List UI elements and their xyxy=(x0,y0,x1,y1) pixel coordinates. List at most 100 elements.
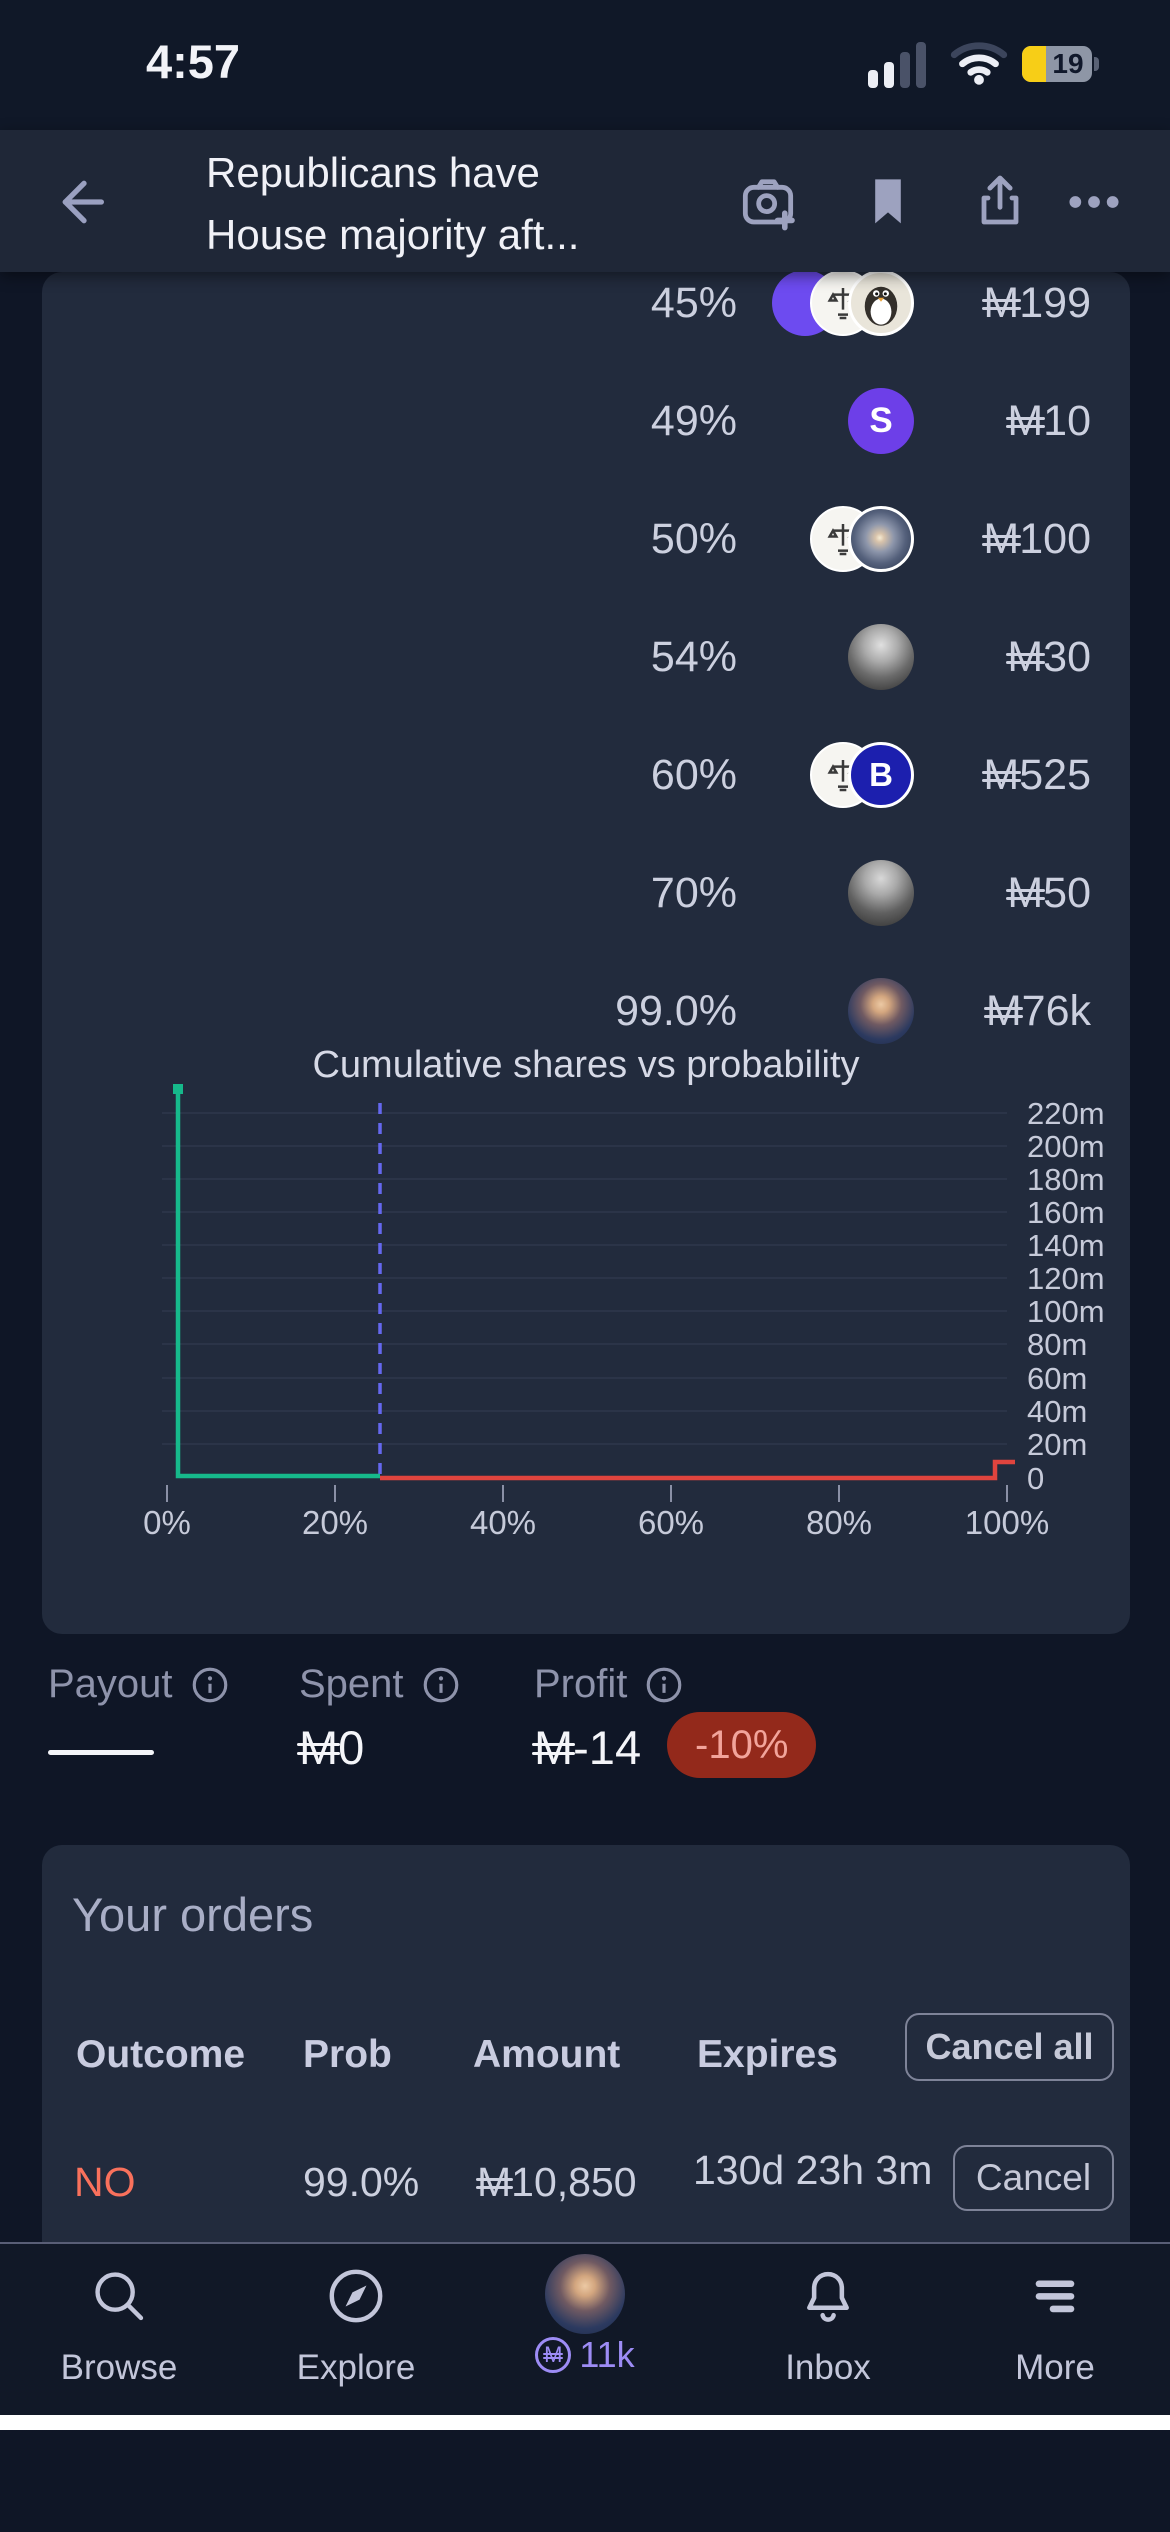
svg-text:140m: 140m xyxy=(1027,1228,1105,1263)
battery-cap xyxy=(1094,57,1099,71)
nav-explore[interactable]: Explore xyxy=(246,2244,466,2388)
order-amount: M10,850 xyxy=(475,2159,637,2205)
menu-bars-icon xyxy=(1035,2280,1075,2313)
svg-text:60%: 60% xyxy=(638,1504,704,1538)
your-orders-card: Your orders Outcome Prob Amount Expires … xyxy=(42,1845,1130,2242)
orderbook-row[interactable]: 70% M50 xyxy=(42,834,1130,952)
orderbook-row[interactable]: 49% S M10 xyxy=(42,362,1130,480)
svg-text:0: 0 xyxy=(1027,1461,1044,1496)
clock: 4:57 xyxy=(145,35,241,88)
nav-more[interactable]: More xyxy=(945,2244,1165,2388)
svg-text:100m: 100m xyxy=(1027,1294,1105,1329)
bottom-nav: Browse Explore M 11k Inbox More xyxy=(0,2242,1170,2415)
y-axis-labels: 220m 200m 180m 160m 140m 120m 100m 80m 6… xyxy=(1027,1096,1105,1496)
order-prob: 99.0% xyxy=(303,2159,420,2205)
market-card: 45% M199 49% S M10 xyxy=(42,272,1130,1634)
svg-text:100%: 100% xyxy=(965,1504,1049,1538)
payout-label: Payout xyxy=(48,1662,231,1707)
order-amount: M76k xyxy=(984,986,1091,1035)
back-icon[interactable] xyxy=(48,170,112,234)
orderbook-row[interactable]: 54% M30 xyxy=(42,598,1130,716)
svg-text:60m: 60m xyxy=(1027,1361,1087,1396)
mana-balance: M 11k xyxy=(475,2334,695,2376)
profit-label: Profit xyxy=(534,1662,685,1707)
mana-symbol: M xyxy=(1005,632,1045,681)
market-title: Republicans have House majority aft... xyxy=(206,149,580,258)
profit-percent-badge: -10% xyxy=(667,1712,817,1778)
order-avatars: B xyxy=(737,742,914,808)
orderbook-row[interactable]: 50% M100 xyxy=(42,480,1130,598)
order-expires: 130d 23h 3m xyxy=(693,2147,933,2193)
mana-symbol: M xyxy=(1005,868,1045,917)
avatar-grayscale-painter[interactable] xyxy=(848,624,914,690)
order-amount: M30 xyxy=(1005,632,1091,681)
svg-text:20m: 20m xyxy=(1027,1427,1087,1462)
order-amount: M50 xyxy=(1005,868,1091,917)
share-icon[interactable] xyxy=(968,170,1032,234)
battery-fill xyxy=(1022,46,1046,82)
order-avatars: S xyxy=(737,388,914,454)
yes-line-cap xyxy=(173,1084,183,1094)
add-photo-icon[interactable] xyxy=(736,170,800,234)
svg-text:120m: 120m xyxy=(1027,1261,1105,1296)
search-icon xyxy=(95,2272,144,2321)
mana-symbol: M xyxy=(982,750,1021,799)
mana-symbol: M xyxy=(984,986,1023,1035)
order-avatars xyxy=(737,624,914,690)
order-outcome: NO xyxy=(74,2159,136,2205)
nav-inbox[interactable]: Inbox xyxy=(718,2244,938,2388)
profit-value: M-14 xyxy=(532,1721,642,1774)
cancel-all-button[interactable]: Cancel all xyxy=(905,2013,1114,2081)
svg-text:80m: 80m xyxy=(1027,1327,1087,1362)
bookmark-icon[interactable] xyxy=(856,170,920,234)
col-amount: Amount xyxy=(473,2033,621,2076)
cellular-signal-icon xyxy=(868,42,926,88)
order-amount: M199 xyxy=(982,278,1091,327)
profile-avatar xyxy=(545,2254,625,2334)
svg-text:160m: 160m xyxy=(1027,1195,1105,1230)
avatar-initial-b[interactable]: B xyxy=(848,742,914,808)
avatar-galaxy[interactable] xyxy=(848,506,914,572)
svg-text:40%: 40% xyxy=(470,1504,536,1538)
battery-icon: 19 xyxy=(1022,46,1099,82)
gridlines xyxy=(162,1112,1007,1445)
order-avatars xyxy=(737,978,914,1044)
cumulative-shares-chart: 220m 200m 180m 160m 140m 120m 100m 80m 6… xyxy=(143,1084,1105,1538)
info-icon[interactable] xyxy=(643,1664,685,1706)
bell-icon xyxy=(807,2271,849,2322)
avatar-penguin[interactable] xyxy=(848,272,914,336)
info-icon[interactable] xyxy=(189,1664,231,1706)
svg-text:180m: 180m xyxy=(1027,1162,1105,1197)
cancel-order-button[interactable]: Cancel xyxy=(953,2145,1114,2211)
yes-shares-line xyxy=(175,1089,380,1479)
avatar-powell-photo[interactable] xyxy=(848,978,914,1044)
nav-profile[interactable]: M 11k xyxy=(475,2244,695,2376)
no-shares-line xyxy=(380,1459,1015,1481)
chart-title: Cumulative shares vs probability xyxy=(312,1044,860,1086)
avatar-initial-s[interactable]: S xyxy=(848,388,914,454)
svg-text:0%: 0% xyxy=(143,1504,191,1538)
order-probability: 49% xyxy=(650,396,737,445)
mana-coin-icon: M xyxy=(535,2337,572,2373)
svg-text:20%: 20% xyxy=(302,1504,368,1538)
orderbook-row[interactable]: 60% B M525 xyxy=(42,716,1130,834)
order-probability: 50% xyxy=(650,514,737,563)
orderbook-row[interactable]: 99.0% M76k xyxy=(42,952,1130,1070)
mana-symbol: M xyxy=(1005,396,1045,445)
spent-value: M0 xyxy=(297,1721,365,1774)
svg-text:200m: 200m xyxy=(1027,1129,1105,1164)
orderbook-row[interactable]: 45% M199 xyxy=(42,272,1130,362)
col-prob: Prob xyxy=(303,2033,392,2076)
info-icon[interactable] xyxy=(420,1664,462,1706)
more-options-icon[interactable] xyxy=(1062,170,1126,234)
avatar-grayscale-portrait[interactable] xyxy=(848,860,914,926)
orderbook: 45% M199 49% S M10 xyxy=(42,272,1130,1070)
wifi-icon xyxy=(950,42,1008,85)
nav-browse[interactable]: Browse xyxy=(9,2244,229,2388)
order-probability: 45% xyxy=(650,278,737,327)
order-avatars xyxy=(737,506,914,572)
order-amount: M10 xyxy=(1005,396,1091,445)
order-amount: M525 xyxy=(982,750,1091,799)
position-summary: Payout Spent Profit M0 M-14 -10% xyxy=(0,1634,1170,1845)
